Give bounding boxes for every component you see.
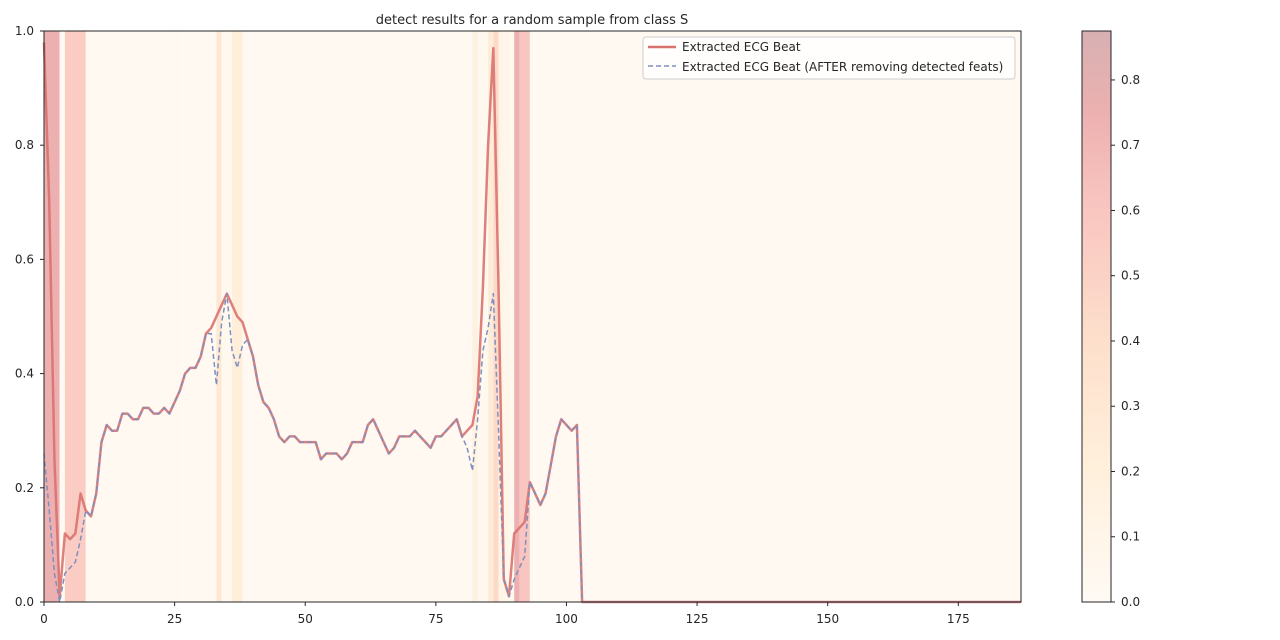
series-line-after: [43, 292, 1021, 603]
heat-span: [179, 31, 217, 602]
heat-span: [221, 31, 233, 602]
heatmap-spans: [44, 31, 1021, 602]
legend: Extracted ECG Beat Extracted ECG Beat (A…: [642, 36, 1016, 80]
y-tick-label: 0.2: [15, 481, 34, 495]
y-axis-ticks: 0.0 0.2 0.4 0.6 0.8 1.0: [15, 24, 44, 609]
legend-label-beat: Extracted ECG Beat: [682, 40, 801, 54]
colorbar-tick-label: 0.4: [1121, 334, 1140, 348]
heat-span: [64, 31, 86, 602]
x-tick-label: 150: [816, 612, 839, 626]
colorbar-tick-label: 0.0: [1121, 595, 1140, 609]
colorbar-tick-label: 0.8: [1121, 73, 1140, 87]
x-tick-label: 75: [428, 612, 443, 626]
x-tick-label: 125: [686, 612, 709, 626]
heat-span: [488, 31, 494, 602]
colorbar: 0.0 0.1 0.2 0.3 0.4 0.5 0.6 0.7 0.8: [1081, 30, 1140, 609]
heat-span: [493, 31, 499, 602]
y-tick-label: 1.0: [15, 24, 34, 38]
colorbar-tick-label: 0.3: [1121, 399, 1140, 413]
legend-box: [642, 36, 1016, 80]
heat-span: [508, 31, 515, 602]
series-lines: [42, 42, 1021, 604]
heat-span: [477, 31, 489, 602]
heat-span: [174, 31, 180, 602]
x-axis-ticks: 0 25 50 75 100 125 150 175: [40, 602, 970, 626]
colorbar-ticks: 0.0 0.1 0.2 0.3 0.4 0.5 0.6 0.7 0.8: [1111, 73, 1140, 609]
chart-title: detect results for a random sample from …: [376, 13, 689, 28]
y-tick-label: 0.8: [15, 138, 34, 152]
y-tick-label: 0.6: [15, 252, 34, 266]
legend-label-after: Extracted ECG Beat (AFTER removing detec…: [682, 60, 1003, 74]
x-tick-label: 175: [947, 612, 970, 626]
x-tick-label: 25: [167, 612, 182, 626]
colorbar-gradient: [1081, 30, 1112, 603]
heat-span: [85, 31, 175, 602]
heat-span: [529, 31, 1021, 602]
colorbar-tick-label: 0.1: [1121, 530, 1140, 544]
x-tick-label: 100: [555, 612, 578, 626]
heat-span: [59, 31, 65, 602]
heat-span: [216, 31, 222, 602]
colorbar-tick-label: 0.2: [1121, 464, 1140, 478]
heat-span: [498, 31, 504, 602]
y-tick-label: 0.4: [15, 367, 34, 381]
plot-frame: [43, 30, 1022, 603]
y-tick-label: 0.0: [15, 595, 34, 609]
heat-span: [472, 31, 478, 602]
heat-span: [242, 31, 473, 602]
heat-span: [519, 31, 530, 602]
x-tick-label: 0: [40, 612, 48, 626]
heat-span: [514, 31, 520, 602]
x-tick-label: 50: [298, 612, 313, 626]
colorbar-tick-label: 0.6: [1121, 203, 1140, 217]
heat-span: [503, 31, 509, 602]
colorbar-tick-label: 0.5: [1121, 269, 1140, 283]
colorbar-tick-label: 0.7: [1121, 138, 1140, 152]
